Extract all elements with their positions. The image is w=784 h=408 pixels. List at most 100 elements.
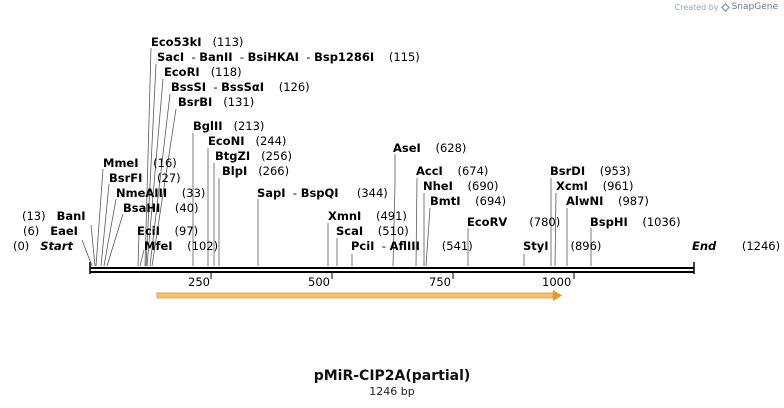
site-label-xcmi[interactable]: XcmI (961) <box>556 180 634 193</box>
site-label-styi[interactable]: StyI (896) <box>523 240 601 253</box>
site-label-pcii[interactable]: PciI - AflIII (541) <box>351 239 473 253</box>
site-label-ecii[interactable]: EciI (97) <box>137 225 198 238</box>
site-position: (213) <box>233 119 265 133</box>
site-position: (628) <box>435 141 467 155</box>
site-position: (344) <box>356 186 388 200</box>
watermark-brand: SnapGene <box>731 2 778 12</box>
site-name: SapI <box>257 186 286 200</box>
site-position: (1036) <box>642 215 681 229</box>
connector-asei <box>392 154 396 267</box>
feature-arrow[interactable] <box>156 290 562 301</box>
site-label-bsahi[interactable]: BsaHI (40) <box>123 202 199 215</box>
site-position: (102) <box>187 239 219 253</box>
site-name: PciI <box>351 239 375 253</box>
site-label-blpi[interactable]: BlpI (266) <box>222 165 289 178</box>
site-name-alt: BspQI <box>300 186 339 200</box>
site-name: EcoNI <box>208 134 245 148</box>
connector-ecori <box>146 78 164 267</box>
site-name: AccI <box>416 164 443 178</box>
site-label-mmei[interactable]: MmeI (16) <box>103 157 177 170</box>
site-position: (953) <box>599 164 631 178</box>
site-position: (118) <box>210 65 242 79</box>
site-name: MfeI <box>144 239 173 253</box>
site-name-alt: Bsp1286I <box>314 50 375 64</box>
site-name: XcmI <box>556 179 588 193</box>
site-name: Start <box>40 239 73 253</box>
site-position: (97) <box>174 224 199 238</box>
site-label-ecorv[interactable]: EcoRV (780) <box>467 216 560 229</box>
site-position: (13) <box>22 209 46 223</box>
site-position: (131) <box>223 95 255 109</box>
site-name-alt: BanII <box>199 50 233 64</box>
connector-bsrfi <box>100 183 110 267</box>
site-label-bsrdi[interactable]: BsrDI (953) <box>550 165 631 178</box>
site-label-end[interactable]: End (1246) <box>692 240 780 253</box>
site-name: BsaHI <box>123 201 161 215</box>
site-label-nhei[interactable]: NheI (690) <box>423 180 498 193</box>
site-label-mfei[interactable]: MfeI (102) <box>144 240 218 253</box>
connector-bmti <box>425 207 431 267</box>
site-name-alt: AflIII <box>389 239 420 253</box>
site-label-bmti[interactable]: BmtI (694) <box>430 195 506 208</box>
ruler-label-500: 500 <box>308 275 330 289</box>
site-label-eaei[interactable]: (6) EaeI <box>23 225 78 238</box>
watermark-prefix: Created by <box>674 2 719 12</box>
site-name: StyI <box>523 239 549 253</box>
site-label-eco53ki[interactable]: Eco53kI (113) <box>151 36 243 49</box>
site-position: (16) <box>153 156 177 170</box>
site-label-nmeaiii[interactable]: NmeAIII (33) <box>116 187 205 200</box>
site-position: (244) <box>255 134 287 148</box>
site-position: (33) <box>181 186 206 200</box>
site-position: (674) <box>457 164 489 178</box>
site-name: BsrBI <box>178 95 213 109</box>
site-position: (690) <box>467 179 499 193</box>
site-label-saci[interactable]: SacI - BanII - BsiHKAI - Bsp1286I (115) <box>157 50 420 64</box>
site-name: BglII <box>193 119 223 133</box>
site-label-bsssi[interactable]: BssSI - BssSαI (126) <box>171 80 310 94</box>
ruler-label-1000: 1000 <box>542 275 572 289</box>
site-name: SacI <box>157 50 185 64</box>
site-name-alt: BsiHKAI <box>247 50 299 64</box>
site-label-acci[interactable]: AccI (674) <box>416 165 488 178</box>
site-label-start[interactable]: (0) Start <box>13 240 73 253</box>
site-position: (1246) <box>741 239 781 253</box>
site-name: Eco53kI <box>151 35 202 49</box>
site-name: XmnI <box>328 209 362 223</box>
site-label-bglii[interactable]: BglII (213) <box>193 120 264 133</box>
site-position: (491) <box>375 209 407 223</box>
site-position: (780) <box>529 215 561 229</box>
map-length: 1246 bp <box>369 385 415 398</box>
connector-saci <box>145 63 157 267</box>
snapgene-logo-icon <box>720 2 730 12</box>
site-name: EcoRI <box>164 65 200 79</box>
site-label-ecori[interactable]: EcoRI (118) <box>164 66 242 79</box>
site-label-econi[interactable]: EcoNI (244) <box>208 135 286 148</box>
site-position: (115) <box>388 50 420 64</box>
site-name: BlpI <box>222 164 248 178</box>
connector-ecii <box>137 233 140 267</box>
connector-mmei <box>95 168 104 267</box>
site-name: End <box>692 239 717 253</box>
site-label-bsphi[interactable]: BspHI (1036) <box>590 216 681 229</box>
site-label-bani[interactable]: (13) BanI <box>22 210 86 223</box>
site-name: BsrFI <box>109 171 143 185</box>
site-label-scai[interactable]: ScaI (510) <box>336 225 409 238</box>
connector-bsssi <box>149 93 171 267</box>
site-name: ScaI <box>336 224 364 238</box>
connector-bani <box>90 224 96 267</box>
connector-acci <box>415 177 418 267</box>
site-label-btgzi[interactable]: BtgZI (256) <box>215 150 292 163</box>
site-name: EciI <box>137 224 160 238</box>
site-label-sapi[interactable]: SapI - BspQI (344) <box>257 186 388 200</box>
site-label-bsrfi[interactable]: BsrFI (27) <box>109 172 181 185</box>
connector-eco53ki <box>144 47 152 267</box>
site-position: (113) <box>212 35 244 49</box>
connector-nmeaiii <box>103 198 117 267</box>
site-label-asei[interactable]: AseI (628) <box>393 142 466 155</box>
site-label-alwni[interactable]: AlwNI (987) <box>566 195 649 208</box>
site-label-xmni[interactable]: XmnI (491) <box>328 210 407 223</box>
site-name-alt: BssSαI <box>221 80 265 94</box>
site-position: (987) <box>618 194 649 208</box>
site-label-bsrbi[interactable]: BsrBI (131) <box>178 96 254 109</box>
site-name: NmeAIII <box>116 186 168 200</box>
